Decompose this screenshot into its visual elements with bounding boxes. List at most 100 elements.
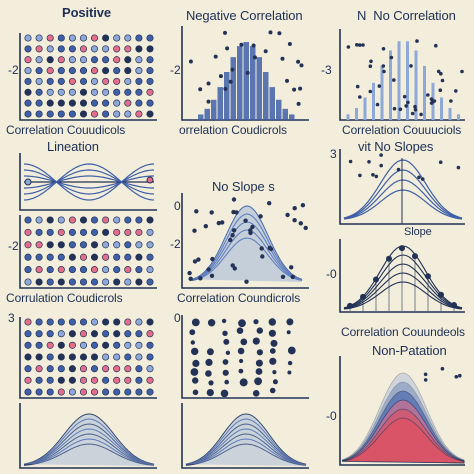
plot-dot bbox=[24, 318, 32, 326]
plot-dot bbox=[245, 70, 250, 75]
plot-dot bbox=[79, 45, 88, 53]
plot-dot bbox=[228, 237, 233, 243]
plot-dot bbox=[381, 64, 386, 68]
plot-dot bbox=[113, 353, 121, 361]
plot-dot bbox=[238, 319, 246, 328]
plot-dot bbox=[57, 216, 65, 224]
plot-dot bbox=[79, 216, 88, 224]
bell-network-plot-middle bbox=[181, 193, 309, 289]
plot-dot bbox=[102, 67, 110, 75]
plot-dot bbox=[239, 42, 244, 47]
plot-dot bbox=[35, 253, 43, 261]
plot-dot bbox=[35, 318, 43, 326]
plot-dot bbox=[392, 106, 397, 111]
plot-dot bbox=[218, 74, 223, 79]
plot-dot bbox=[68, 56, 76, 64]
plot-dot bbox=[192, 259, 198, 264]
plot-dot bbox=[146, 45, 154, 53]
plot-dot bbox=[449, 99, 453, 103]
plot-dot bbox=[252, 55, 257, 60]
plot-dot bbox=[79, 388, 88, 396]
plot-line bbox=[191, 237, 303, 282]
plot-dot bbox=[57, 341, 65, 349]
plot-dot bbox=[222, 359, 229, 365]
plot-dot bbox=[57, 34, 65, 42]
plot-dot bbox=[225, 350, 231, 355]
plot-dot bbox=[57, 99, 65, 107]
plot-dot bbox=[368, 89, 373, 94]
plot-dot bbox=[252, 390, 260, 397]
plot-dot bbox=[113, 365, 121, 373]
plot-dot bbox=[223, 86, 228, 91]
axis-line bbox=[19, 215, 157, 289]
plot-dot bbox=[57, 278, 65, 286]
plot-dot bbox=[113, 216, 121, 224]
plot-dot bbox=[198, 87, 203, 92]
plot-dot bbox=[206, 267, 211, 272]
plot-line bbox=[23, 428, 155, 466]
label-no-correlation: N No Correlation bbox=[357, 8, 456, 23]
tick-label: 3 bbox=[330, 147, 337, 161]
plot-dot bbox=[234, 210, 239, 215]
plot-dot bbox=[57, 241, 65, 249]
plot-dot bbox=[102, 77, 110, 85]
plot-dot bbox=[79, 253, 88, 261]
plot-bar bbox=[204, 108, 210, 120]
plot-dot bbox=[292, 206, 297, 211]
plot-dot bbox=[79, 56, 88, 64]
plot-dot bbox=[46, 341, 54, 349]
plot-dot bbox=[113, 330, 121, 338]
plot-dot bbox=[124, 353, 132, 361]
plot-dot bbox=[68, 376, 76, 384]
dot-grid-plot-middle-left bbox=[19, 215, 157, 289]
plot-dot bbox=[404, 104, 408, 108]
label-ope: Slope bbox=[404, 226, 432, 238]
plot-dot bbox=[90, 216, 99, 224]
plot-dot bbox=[146, 353, 154, 361]
plot-dot bbox=[146, 99, 154, 107]
plot-dot bbox=[269, 357, 277, 365]
plot-dot bbox=[124, 376, 132, 384]
plot-dot bbox=[68, 228, 76, 236]
plot-dot bbox=[146, 266, 154, 274]
tick-label: 0 bbox=[174, 311, 181, 325]
plot-dot bbox=[224, 379, 229, 385]
plot-dot bbox=[371, 173, 375, 177]
plot-dot bbox=[355, 43, 359, 47]
plot-dot bbox=[194, 209, 199, 214]
plot-dot bbox=[223, 30, 227, 35]
plot-dot bbox=[263, 49, 268, 54]
plot-dot bbox=[24, 278, 32, 286]
plot-dot bbox=[255, 359, 263, 367]
plot-line bbox=[23, 433, 155, 466]
plot-dot bbox=[358, 173, 362, 178]
plot-line bbox=[23, 163, 155, 201]
plot-dot bbox=[68, 353, 76, 361]
plot-dot bbox=[410, 111, 415, 116]
plot-dot bbox=[46, 34, 54, 42]
plot-dot bbox=[24, 88, 32, 96]
plot-dot bbox=[192, 377, 199, 384]
plot-dot bbox=[382, 69, 386, 74]
plot-dot bbox=[347, 302, 353, 309]
plot-dot bbox=[35, 88, 43, 96]
plot-dot bbox=[454, 375, 459, 379]
plot-dot bbox=[223, 338, 230, 345]
plot-dot bbox=[57, 88, 65, 96]
plot-dot bbox=[255, 368, 263, 375]
plot-dot bbox=[413, 104, 417, 109]
plot-dot bbox=[113, 34, 121, 42]
plot-dot bbox=[440, 78, 445, 83]
plot-dot bbox=[440, 366, 445, 371]
plot-dot bbox=[135, 241, 143, 249]
plot-dot bbox=[102, 34, 110, 42]
dot-grid-plot-bottom-left bbox=[19, 317, 157, 399]
plot-area bbox=[186, 414, 306, 466]
plot-dot bbox=[206, 389, 214, 397]
plot-dot bbox=[46, 353, 54, 361]
plot-dot bbox=[35, 67, 43, 75]
plot-line bbox=[191, 205, 303, 280]
plot-dot bbox=[434, 43, 438, 48]
plot-dot bbox=[220, 220, 225, 225]
plot-dot bbox=[188, 276, 193, 281]
